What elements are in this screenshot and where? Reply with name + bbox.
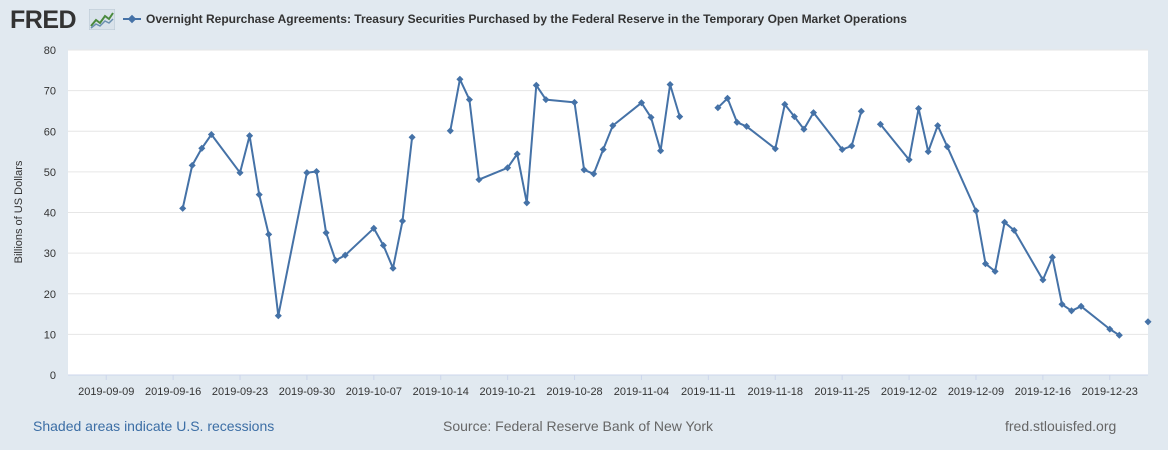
data-point[interactable] bbox=[513, 150, 521, 158]
x-tick-label: 2019-09-23 bbox=[212, 386, 268, 398]
data-point[interactable] bbox=[532, 81, 540, 89]
data-point[interactable] bbox=[599, 145, 607, 154]
y-tick-label: 10 bbox=[44, 329, 56, 341]
x-tick-label: 2019-11-11 bbox=[681, 386, 736, 398]
data-point[interactable] bbox=[198, 144, 206, 152]
data-point[interactable] bbox=[580, 166, 588, 174]
data-point[interactable] bbox=[274, 312, 282, 320]
data-point[interactable] bbox=[809, 109, 818, 117]
data-point[interactable] bbox=[991, 267, 999, 275]
data-point[interactable] bbox=[341, 251, 349, 259]
data-point[interactable] bbox=[465, 96, 473, 104]
x-tick-label: 2019-11-25 bbox=[814, 386, 869, 398]
data-point[interactable] bbox=[542, 96, 550, 104]
data-point[interactable] bbox=[800, 125, 808, 133]
data-point[interactable] bbox=[332, 256, 340, 264]
x-tick-label: 2019-11-18 bbox=[748, 386, 803, 398]
data-point[interactable] bbox=[790, 113, 798, 121]
x-tick-label: 2019-12-23 bbox=[1082, 386, 1138, 398]
x-tick-label: 2019-12-16 bbox=[1015, 386, 1071, 398]
y-tick-label: 0 bbox=[50, 370, 56, 382]
plot-panel: 0 10 20 30 40 50 60 70 80 2019-09-09 2019-09-16 201… bbox=[0, 40, 1168, 410]
data-point[interactable] bbox=[236, 169, 244, 177]
data-point[interactable] bbox=[924, 148, 932, 156]
data-point[interactable] bbox=[838, 145, 846, 154]
data-point[interactable] bbox=[637, 99, 646, 107]
y-tick-label: 20 bbox=[44, 289, 56, 301]
data-point[interactable] bbox=[370, 224, 378, 232]
data-point[interactable] bbox=[905, 156, 913, 164]
x-tick-label: 2019-09-09 bbox=[78, 386, 134, 398]
data-point[interactable] bbox=[255, 191, 263, 199]
x-tick-label: 2019-12-09 bbox=[948, 386, 1004, 398]
data-point[interactable] bbox=[570, 98, 579, 106]
data-point[interactable] bbox=[312, 167, 321, 176]
legend-series-marker bbox=[123, 14, 141, 24]
data-point[interactable] bbox=[207, 130, 215, 139]
data-point[interactable] bbox=[848, 142, 856, 150]
data-point[interactable] bbox=[523, 199, 531, 207]
data-point[interactable] bbox=[303, 169, 311, 177]
chart-title: Overnight Repurchase Agreements: Treasur… bbox=[146, 12, 907, 26]
data-point[interactable] bbox=[246, 132, 254, 140]
data-point[interactable] bbox=[676, 113, 684, 121]
y-axis-title: Billions of US Dollars bbox=[13, 160, 25, 263]
data-point[interactable] bbox=[981, 260, 990, 268]
line-chart: 0 10 20 30 40 50 60 70 80 2019-09-09 2019-09-16 201… bbox=[13, 45, 1152, 398]
x-tick-label: 2019-10-28 bbox=[546, 386, 602, 398]
y-tick-label: 80 bbox=[44, 45, 56, 57]
data-point[interactable] bbox=[714, 104, 722, 112]
fred-logo[interactable]: FRED bbox=[10, 6, 77, 34]
data-point[interactable] bbox=[408, 133, 416, 141]
y-tick-label: 50 bbox=[44, 167, 56, 179]
data-point[interactable] bbox=[179, 204, 187, 212]
data-point[interactable] bbox=[398, 217, 407, 225]
y-tick-label: 40 bbox=[44, 208, 56, 220]
x-tick-label: 2019-09-30 bbox=[279, 386, 335, 398]
data-point[interactable] bbox=[609, 122, 617, 130]
data-point[interactable] bbox=[446, 127, 454, 135]
data-point[interactable] bbox=[781, 100, 789, 108]
data-point[interactable] bbox=[915, 104, 923, 113]
data-point[interactable] bbox=[265, 230, 273, 238]
data-point[interactable] bbox=[743, 122, 751, 130]
data-point[interactable] bbox=[771, 145, 779, 153]
y-tick-label: 30 bbox=[44, 248, 56, 260]
data-point[interactable] bbox=[657, 147, 665, 155]
x-tick-label: 2019-11-04 bbox=[614, 386, 669, 398]
x-tick-label: 2019-10-14 bbox=[413, 386, 469, 398]
data-point[interactable] bbox=[456, 75, 464, 83]
recession-note-link[interactable]: Shaded areas indicate U.S. recessions bbox=[33, 418, 275, 434]
data-point[interactable] bbox=[876, 120, 884, 128]
data-point[interactable] bbox=[379, 241, 387, 249]
source-note: Source: Federal Reserve Bank of New York bbox=[443, 418, 714, 434]
data-point[interactable] bbox=[389, 264, 397, 272]
x-tick-label: 2019-09-16 bbox=[145, 386, 201, 398]
data-point[interactable] bbox=[972, 207, 980, 215]
data-point[interactable] bbox=[857, 107, 865, 115]
data-point[interactable] bbox=[666, 80, 674, 89]
data-point[interactable] bbox=[322, 229, 330, 237]
y-tick-label: 60 bbox=[44, 126, 56, 138]
fred-logo-graph-icon bbox=[89, 9, 115, 30]
data-point[interactable] bbox=[934, 122, 942, 130]
data-point[interactable] bbox=[647, 113, 655, 121]
data-point[interactable] bbox=[475, 176, 483, 184]
x-tick-label: 2019-10-21 bbox=[480, 386, 536, 398]
data-point[interactable] bbox=[733, 118, 741, 126]
data-point[interactable] bbox=[590, 170, 598, 178]
y-tick-label: 70 bbox=[44, 86, 56, 98]
data-point[interactable] bbox=[504, 164, 512, 172]
x-tick-label: 2019-12-02 bbox=[881, 386, 937, 398]
data-point[interactable] bbox=[943, 143, 951, 151]
data-point[interactable] bbox=[1010, 226, 1018, 234]
chart-header: FRED Overnight Repurchase Agreements: Tr… bbox=[0, 0, 1168, 40]
data-point[interactable] bbox=[188, 161, 196, 169]
data-point[interactable] bbox=[1001, 218, 1009, 226]
data-point[interactable] bbox=[723, 94, 732, 102]
x-tick-label: 2019-10-07 bbox=[346, 386, 402, 398]
fred-site-link[interactable]: fred.stlouisfed.org bbox=[1005, 418, 1117, 434]
